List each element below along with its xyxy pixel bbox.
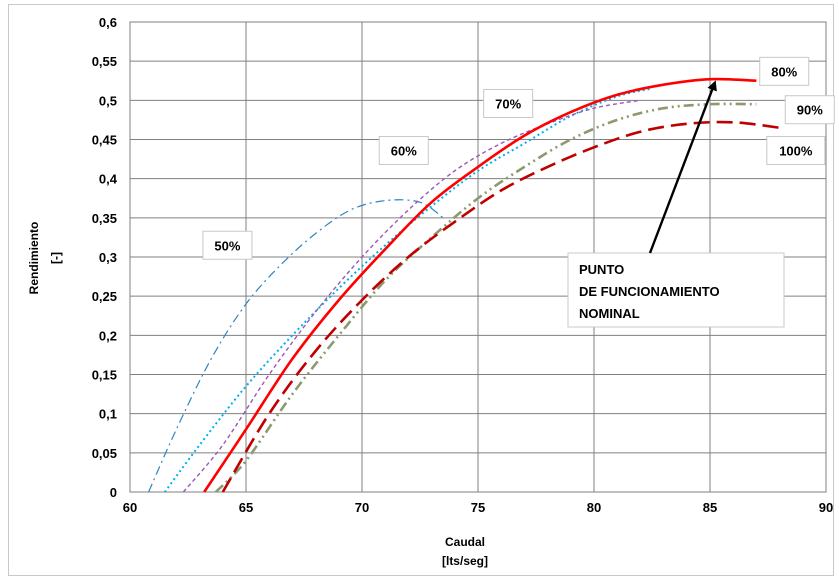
x-tick-label: 60 xyxy=(123,500,137,515)
plot-area xyxy=(129,21,827,493)
y-tick-label: 0,15 xyxy=(92,368,117,383)
y-tick-label: 0,55 xyxy=(92,54,117,69)
x-tick-label: 70 xyxy=(355,500,369,515)
curve-label-box xyxy=(759,56,810,86)
series-line-90-pct xyxy=(214,102,757,493)
curve-label-box xyxy=(784,95,835,125)
grid xyxy=(129,21,827,493)
tick-labels: 60 65 70 75 80 85 90 0 0,05 0,1 0,15 0,2 0,25 0,3 0,35… xyxy=(92,15,834,515)
series-lines xyxy=(148,77,780,493)
curve-label: 50% xyxy=(214,238,240,253)
y-tick-label: 0,35 xyxy=(92,211,117,226)
series-line-50-pct xyxy=(148,199,444,493)
y-tick-label: 0,1 xyxy=(99,407,117,422)
annotation-arrow xyxy=(648,80,717,254)
curve-label-box xyxy=(766,135,826,165)
x-axis-unit: [lts/seg] xyxy=(442,554,488,568)
nominal-point-annotation: PUNTO DE FUNCIONAMIENTO NOMINAL xyxy=(567,80,785,328)
curve-label: 80% xyxy=(771,64,797,79)
curve-label-box xyxy=(378,135,429,165)
curve-label: 60% xyxy=(391,143,417,158)
y-tick-label: 0 xyxy=(110,485,117,500)
x-axis-title: Caudal xyxy=(445,535,485,549)
y-tick-label: 0,25 xyxy=(92,289,117,304)
y-axis-title: Rendimiento xyxy=(27,222,41,295)
x-tick-label: 75 xyxy=(471,500,485,515)
x-tick-label: 65 xyxy=(239,500,253,515)
y-tick-label: 0,2 xyxy=(99,328,117,343)
curve-label-box xyxy=(483,88,534,118)
curve-labels: 50% 60% 70% 80% 90% 100% xyxy=(202,56,835,260)
x-tick-label: 80 xyxy=(587,500,601,515)
y-tick-label: 0,4 xyxy=(99,172,118,187)
curve-label: 90% xyxy=(797,103,823,118)
annotation-text: DE FUNCIONAMIENTO xyxy=(579,284,720,299)
annotation-text: NOMINAL xyxy=(579,306,640,321)
x-tick-label: 90 xyxy=(819,500,833,515)
annotation-text: PUNTO xyxy=(579,262,624,277)
annotation-box xyxy=(567,252,785,328)
curve-label: 100% xyxy=(779,143,813,158)
y-tick-label: 0,3 xyxy=(99,250,117,265)
series-line-80-pct xyxy=(203,77,757,493)
y-axis-unit: [-] xyxy=(49,252,63,264)
y-tick-label: 0,6 xyxy=(99,15,117,30)
curve-label-box xyxy=(202,230,253,260)
y-tick-label: 0,05 xyxy=(92,446,117,461)
series-line-70-pct xyxy=(182,99,641,493)
curve-label: 70% xyxy=(495,96,521,111)
y-tick-label: 0,5 xyxy=(99,93,117,108)
x-tick-label: 85 xyxy=(703,500,717,515)
chart-frame xyxy=(8,4,834,576)
y-tick-label: 0,45 xyxy=(92,133,117,148)
